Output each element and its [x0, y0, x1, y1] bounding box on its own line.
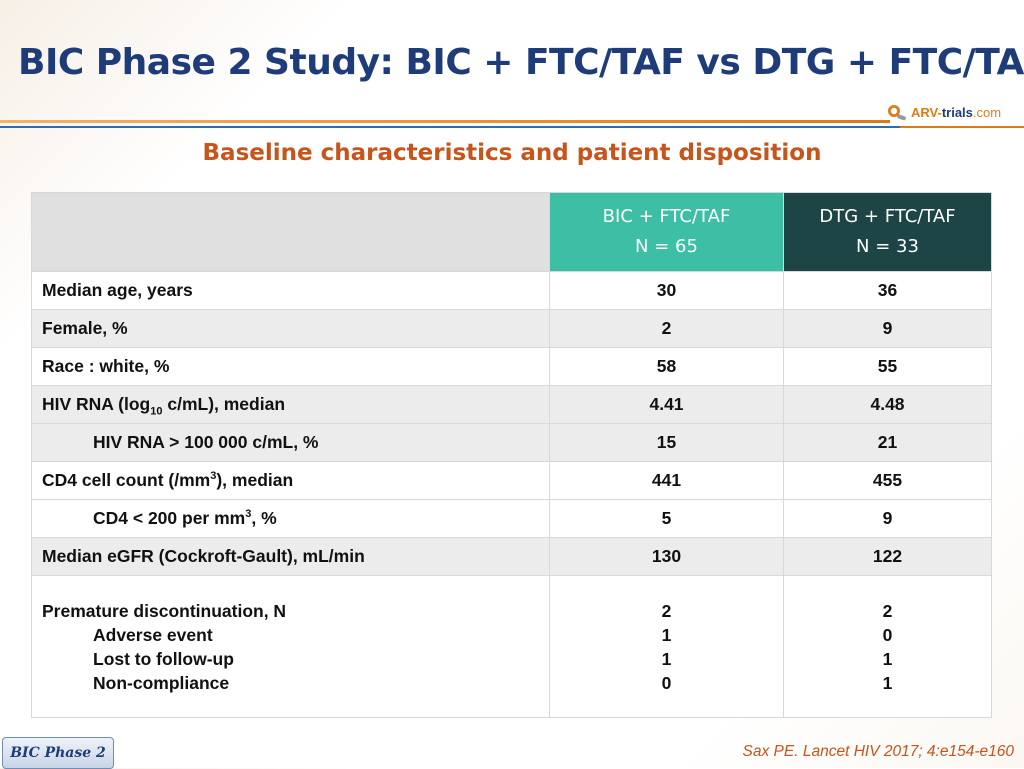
row-label: HIV RNA (log10 c/mL), median	[31, 385, 550, 424]
disposition-row: Premature discontinuation, N Adverse eve…	[31, 575, 992, 718]
table-row: Race : white, % 58 55	[31, 347, 992, 386]
bic-value: 2	[661, 600, 672, 621]
header-bic-arm: BIC + FTC/TAF N = 65	[549, 192, 784, 272]
dtg-value: 2	[882, 600, 893, 621]
bic-value: 441	[549, 461, 784, 500]
row-label: CD4 < 200 per mm3, %	[31, 499, 550, 538]
bic-value: 4.41	[549, 385, 784, 424]
table-row: CD4 < 200 per mm3, % 5 9	[31, 499, 992, 538]
dtg-value: 36	[783, 271, 992, 310]
dtg-value: 55	[783, 347, 992, 386]
disposition-dtg-values: 2 0 1 1	[783, 575, 992, 718]
bic-value: 5	[549, 499, 784, 538]
bic-value: 58	[549, 347, 784, 386]
dtg-value: 0	[882, 624, 893, 645]
bic-arm-name: BIC + FTC/TAF	[602, 206, 731, 227]
table-row: HIV RNA (log10 c/mL), median 4.41 4.48	[31, 385, 992, 424]
bic-value: 15	[549, 423, 784, 462]
dtg-value: 9	[783, 499, 992, 538]
row-label: Median age, years	[31, 271, 550, 310]
title-underline-orange	[0, 120, 890, 123]
disposition-label: Premature discontinuation, N	[42, 600, 287, 621]
table-row: CD4 cell count (/mm3), median 441 455	[31, 461, 992, 500]
row-label: Race : white, %	[31, 347, 550, 386]
dtg-value: 9	[783, 309, 992, 348]
bic-value: 0	[661, 672, 672, 693]
dtg-value: 455	[783, 461, 992, 500]
header-empty-cell	[31, 192, 550, 272]
bic-value: 130	[549, 537, 784, 576]
row-label: Median eGFR (Cockroft-Gault), mL/min	[31, 537, 550, 576]
dtg-arm-n: N = 33	[856, 236, 919, 257]
logo-text: ARV-trials.com	[911, 104, 1002, 120]
dtg-value: 21	[783, 423, 992, 462]
bic-value: 1	[661, 624, 672, 645]
slide-subtitle: Baseline characteristics and patient dis…	[202, 140, 822, 166]
dtg-value: 4.48	[783, 385, 992, 424]
dtg-arm-name: DTG + FTC/TAF	[819, 206, 956, 227]
dtg-value: 122	[783, 537, 992, 576]
disposition-label: Lost to follow-up	[93, 648, 234, 669]
disposition-bic-values: 2 1 1 0	[549, 575, 784, 718]
table-row: HIV RNA > 100 000 c/mL, % 15 21	[31, 423, 992, 462]
table-row: Median age, years 30 36	[31, 271, 992, 310]
magnifier-logo-icon	[886, 103, 908, 121]
disposition-labels: Premature discontinuation, N Adverse eve…	[31, 575, 550, 718]
title-underline-blue	[0, 126, 900, 128]
bic-value: 2	[549, 309, 784, 348]
row-label: Female, %	[31, 309, 550, 348]
row-label: HIV RNA > 100 000 c/mL, %	[31, 423, 550, 462]
disposition-label: Non-compliance	[93, 672, 230, 693]
dtg-value: 1	[882, 672, 893, 693]
table-row: Median eGFR (Cockroft-Gault), mL/min 130…	[31, 537, 992, 576]
dtg-value: 1	[882, 648, 893, 669]
title-underline-end	[900, 126, 1024, 128]
bic-value: 1	[661, 648, 672, 669]
citation: Sax PE. Lancet HIV 2017; 4:e154-e160	[742, 743, 1014, 760]
table-header-row: BIC + FTC/TAF N = 65 DTG + FTC/TAF N = 3…	[31, 192, 992, 272]
header-dtg-arm: DTG + FTC/TAF N = 33	[783, 192, 992, 272]
row-label: CD4 cell count (/mm3), median	[31, 461, 550, 500]
table-row: Female, % 2 9	[31, 309, 992, 348]
section-tab-button[interactable]: BIC Phase 2	[2, 737, 114, 769]
arv-trials-logo: ARV-trials.com	[886, 100, 1016, 124]
bic-value: 30	[549, 271, 784, 310]
bic-arm-n: N = 65	[635, 236, 698, 257]
slide-title: BIC Phase 2 Study: BIC + FTC/TAF vs DTG …	[18, 42, 1024, 83]
baseline-table: BIC + FTC/TAF N = 65 DTG + FTC/TAF N = 3…	[31, 192, 992, 718]
disposition-label: Adverse event	[93, 624, 213, 645]
